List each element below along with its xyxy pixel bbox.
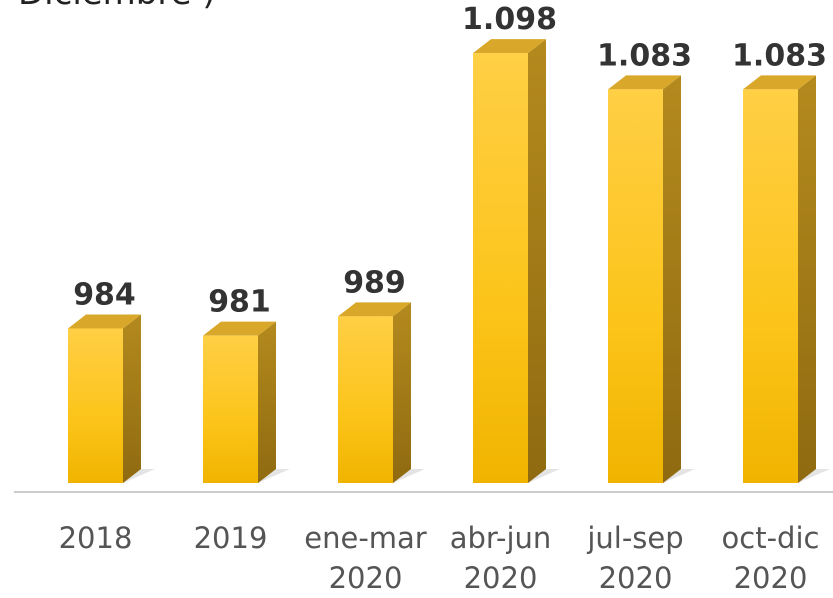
x-tick-label: abr-jun 2020 bbox=[436, 518, 566, 598]
bar bbox=[203, 336, 258, 483]
value-label: 989 bbox=[343, 265, 406, 300]
bar-side bbox=[528, 39, 546, 483]
bar bbox=[608, 89, 663, 483]
value-label: 1.083 bbox=[597, 38, 692, 73]
x-tick-label: 2019 bbox=[166, 518, 296, 558]
bar-side bbox=[798, 75, 816, 483]
value-label: 981 bbox=[208, 285, 271, 320]
bar-side bbox=[123, 314, 141, 483]
bar bbox=[68, 328, 123, 483]
bar bbox=[338, 316, 393, 483]
bar-side bbox=[258, 322, 276, 483]
x-tick-label: 2018 bbox=[31, 518, 161, 558]
value-label: 1.083 bbox=[732, 38, 827, 73]
x-tick-label: oct-dic 2020 bbox=[706, 518, 833, 598]
bar bbox=[743, 89, 798, 483]
bar-side bbox=[393, 302, 411, 483]
x-tick-label: ene-mar 2020 bbox=[301, 518, 431, 598]
value-label: 984 bbox=[73, 277, 136, 312]
bar-side bbox=[663, 75, 681, 483]
x-tick-label: jul-sep 2020 bbox=[571, 518, 701, 598]
chart-title: Diciembre ) bbox=[18, 0, 216, 13]
value-label: 1.098 bbox=[462, 2, 557, 37]
bar bbox=[473, 53, 528, 483]
